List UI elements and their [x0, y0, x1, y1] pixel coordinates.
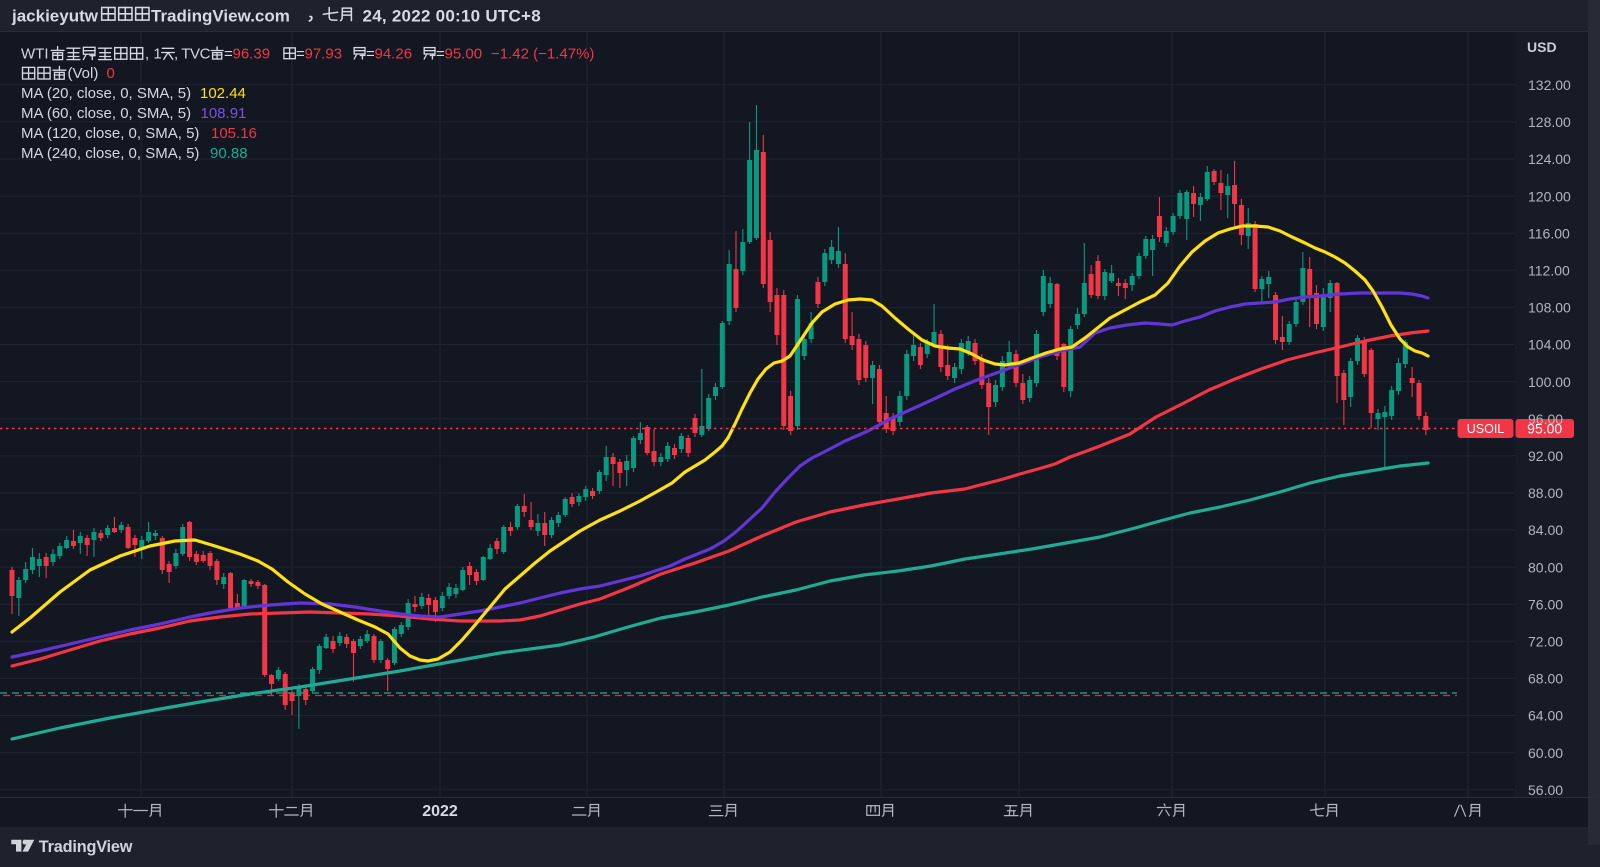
svg-text:56.00: 56.00 — [1528, 782, 1563, 798]
svg-text:108.91: 108.91 — [201, 105, 247, 122]
svg-text:92.00: 92.00 — [1528, 448, 1563, 464]
svg-text:116.00: 116.00 — [1528, 225, 1570, 241]
svg-text:132.00: 132.00 — [1528, 77, 1571, 93]
svg-text:TradingView.com: TradingView.com — [151, 7, 290, 26]
svg-text:24, 2022 00:10 UTC+8: 24, 2022 00:10 UTC+8 — [363, 7, 541, 26]
svg-text:=: = — [224, 46, 233, 63]
svg-text:95.00: 95.00 — [445, 46, 483, 63]
svg-text:MA (120, close, 0, SMA, 5): MA (120, close, 0, SMA, 5) — [21, 125, 199, 142]
svg-text:=: = — [366, 46, 375, 63]
svg-text:128.00: 128.00 — [1528, 114, 1571, 130]
svg-text:jackieyutw: jackieyutw — [11, 7, 99, 26]
svg-text:80.00: 80.00 — [1528, 559, 1563, 575]
svg-text:60.00: 60.00 — [1528, 745, 1563, 761]
svg-text:120.00: 120.00 — [1528, 188, 1571, 204]
svg-text:96.00: 96.00 — [1528, 411, 1563, 427]
svg-text:72.00: 72.00 — [1528, 634, 1563, 650]
svg-text:112.00: 112.00 — [1528, 263, 1570, 279]
svg-text:108.00: 108.00 — [1528, 300, 1571, 316]
svg-text:MA (20, close, 0, SMA, 5): MA (20, close, 0, SMA, 5) — [21, 85, 191, 102]
svg-text:MA (60, close, 0, SMA, 5): MA (60, close, 0, SMA, 5) — [21, 105, 191, 122]
svg-text:104.00: 104.00 — [1528, 337, 1571, 353]
svg-text:94.26: 94.26 — [375, 46, 413, 63]
svg-text:124.00: 124.00 — [1528, 151, 1571, 167]
svg-text:95.00: 95.00 — [1527, 421, 1562, 437]
svg-text:88.00: 88.00 — [1528, 485, 1563, 501]
svg-text:0: 0 — [107, 65, 115, 82]
svg-text:64.00: 64.00 — [1528, 708, 1563, 724]
svg-text:2022: 2022 — [422, 803, 458, 820]
svg-text:68.00: 68.00 — [1528, 671, 1563, 687]
svg-text:76.00: 76.00 — [1528, 596, 1563, 612]
svg-text:=: = — [436, 46, 445, 63]
svg-text:97.93: 97.93 — [305, 46, 343, 63]
svg-text:MA (240, close, 0, SMA, 5): MA (240, close, 0, SMA, 5) — [21, 145, 199, 162]
svg-text:102.44: 102.44 — [200, 85, 246, 102]
svg-text:USOIL: USOIL — [1467, 422, 1505, 436]
svg-text:, 1: , 1 — [145, 46, 162, 63]
svg-text:(Vol): (Vol) — [68, 65, 99, 82]
svg-text:90.88: 90.88 — [210, 145, 248, 162]
svg-text:−1.42 (−1.47%): −1.42 (−1.47%) — [491, 46, 594, 63]
svg-text:100.00: 100.00 — [1528, 374, 1571, 390]
svg-text:=: = — [296, 46, 305, 63]
svg-text:84.00: 84.00 — [1528, 522, 1563, 538]
svg-text:USD: USD — [1527, 39, 1557, 55]
svg-text:TradingView: TradingView — [39, 838, 133, 856]
svg-text:WTI: WTI — [21, 46, 49, 63]
svg-text:, TVC: , TVC — [174, 46, 211, 63]
svg-text:105.16: 105.16 — [211, 125, 257, 142]
svg-text:96.39: 96.39 — [233, 46, 271, 63]
